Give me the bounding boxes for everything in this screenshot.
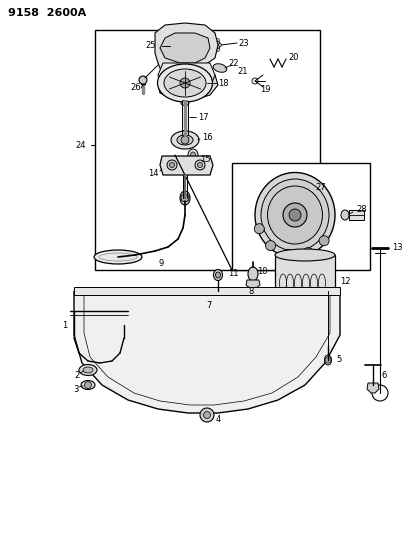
Text: 22: 22 [228,59,238,68]
Text: 23: 23 [238,38,249,47]
Ellipse shape [188,149,198,161]
Circle shape [212,51,215,53]
Text: 21: 21 [237,67,247,76]
Ellipse shape [81,381,95,390]
Bar [349,210,364,220]
Circle shape [283,203,307,227]
Circle shape [205,44,208,46]
Ellipse shape [177,135,193,145]
Ellipse shape [341,210,349,220]
Text: 14: 14 [148,168,159,177]
Text: 9158  2600A: 9158 2600A [8,8,86,18]
Circle shape [195,160,205,170]
Ellipse shape [83,367,93,373]
Circle shape [207,38,210,42]
Polygon shape [160,33,210,63]
Circle shape [303,248,313,257]
Text: 9: 9 [158,259,163,268]
Text: 3: 3 [73,384,79,393]
Circle shape [203,411,210,418]
Ellipse shape [94,250,142,264]
Ellipse shape [157,64,212,102]
Ellipse shape [212,294,217,300]
Ellipse shape [181,101,189,106]
Ellipse shape [209,291,219,303]
Ellipse shape [268,186,323,244]
Polygon shape [158,63,215,95]
Polygon shape [160,156,213,175]
Circle shape [200,408,214,422]
Circle shape [252,78,258,84]
Bar [232,163,370,270]
Polygon shape [246,280,260,288]
Ellipse shape [180,191,190,205]
Bar [74,287,340,295]
Ellipse shape [79,365,97,376]
Polygon shape [155,23,218,99]
Circle shape [289,209,301,221]
Ellipse shape [171,131,199,149]
Circle shape [325,357,331,363]
Text: 19: 19 [260,85,270,93]
Text: 4: 4 [216,416,221,424]
Circle shape [266,240,275,251]
Circle shape [180,78,190,88]
Text: 2: 2 [74,370,79,379]
Circle shape [139,76,147,84]
Ellipse shape [275,295,335,307]
Circle shape [217,49,219,52]
Text: 18: 18 [218,78,229,87]
Ellipse shape [275,249,335,261]
Text: 1: 1 [62,320,67,329]
Circle shape [207,49,210,52]
Text: 25: 25 [145,42,155,51]
Circle shape [219,44,222,46]
Circle shape [167,160,177,170]
Circle shape [284,249,293,260]
Ellipse shape [325,355,332,365]
Circle shape [217,38,219,42]
Ellipse shape [213,270,222,280]
Circle shape [181,136,189,144]
Circle shape [169,163,175,167]
Ellipse shape [213,64,227,72]
Ellipse shape [215,272,220,278]
Circle shape [85,382,92,389]
Circle shape [319,236,329,246]
Text: 13: 13 [392,244,403,253]
Circle shape [206,38,220,52]
Polygon shape [367,383,379,393]
Text: 12: 12 [340,277,351,286]
Ellipse shape [191,152,196,158]
Text: 20: 20 [288,53,298,62]
Text: 6: 6 [381,370,386,379]
Circle shape [198,163,203,167]
Text: 17: 17 [198,112,209,122]
Circle shape [254,224,264,233]
Text: 15: 15 [200,155,210,164]
Text: 10: 10 [257,266,268,276]
Text: 11: 11 [228,269,238,278]
Polygon shape [74,291,340,413]
Text: 8: 8 [248,287,253,295]
Text: 7: 7 [206,301,211,310]
Ellipse shape [261,179,329,251]
Text: 27: 27 [315,183,326,192]
Circle shape [212,36,215,39]
Ellipse shape [181,131,189,135]
Ellipse shape [164,69,206,97]
Text: 28: 28 [356,206,367,214]
Ellipse shape [255,173,335,257]
Bar [275,255,335,301]
Text: 24: 24 [75,141,85,149]
Text: 26: 26 [130,84,141,93]
Ellipse shape [248,267,258,281]
Text: 16: 16 [202,133,212,141]
Circle shape [209,41,217,49]
Text: 5: 5 [336,356,341,365]
Bar [95,30,320,270]
Circle shape [181,194,189,202]
